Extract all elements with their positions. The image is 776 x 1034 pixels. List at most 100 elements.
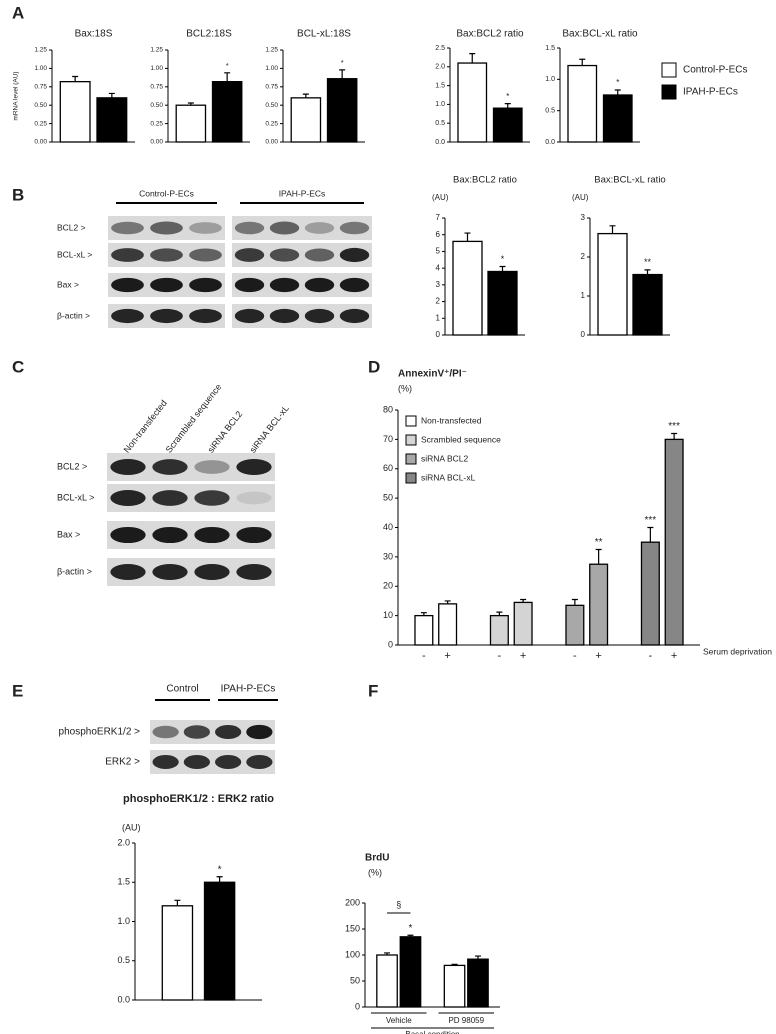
blot-row-label: Bax > bbox=[57, 279, 79, 289]
y-tick-label: 0.0 bbox=[545, 139, 555, 146]
x-axis-label: Basal condition bbox=[405, 1030, 459, 1034]
blot-band bbox=[215, 755, 242, 769]
x-tick-label: + bbox=[520, 650, 526, 662]
error-bar bbox=[595, 548, 602, 565]
bar bbox=[565, 604, 585, 646]
blot-header: IPAH-P-ECs bbox=[221, 684, 276, 695]
bar bbox=[467, 958, 489, 1008]
y-tick-label: 2 bbox=[581, 252, 586, 261]
significance-mark: *** bbox=[645, 515, 657, 526]
error-bar bbox=[108, 92, 115, 98]
y-tick-label: 60 bbox=[383, 463, 393, 473]
panel-label: A bbox=[12, 3, 24, 22]
y-tick-label: 0.75 bbox=[265, 84, 278, 91]
bar bbox=[59, 80, 91, 143]
blot-band bbox=[189, 222, 222, 234]
blot-band bbox=[246, 755, 273, 769]
x-tick-label: + bbox=[671, 650, 677, 662]
y-tick-label: 70 bbox=[383, 434, 393, 444]
y-tick-label: 1.0 bbox=[435, 101, 445, 108]
significance-mark: * bbox=[616, 78, 619, 87]
bar bbox=[438, 603, 458, 646]
significance-mark: * bbox=[218, 864, 222, 875]
blot-band bbox=[269, 221, 300, 235]
blot-row-label: BCL2 > bbox=[57, 461, 87, 471]
error-bar bbox=[474, 955, 481, 960]
bar bbox=[597, 232, 628, 336]
y-tick-label: 3 bbox=[436, 280, 441, 289]
y-tick-label: 1.00 bbox=[265, 65, 278, 72]
blot-band bbox=[152, 564, 188, 580]
error-bar bbox=[174, 899, 181, 906]
bar bbox=[161, 905, 194, 1001]
y-tick-label: 0.25 bbox=[150, 120, 163, 127]
blot-band bbox=[339, 221, 370, 235]
y-axis-label: (%) bbox=[368, 867, 382, 877]
blot-band bbox=[236, 459, 272, 475]
blot-band bbox=[152, 725, 179, 739]
y-axis-label: (AU) bbox=[432, 193, 449, 202]
blot-row-label: BCL-xL > bbox=[57, 492, 94, 502]
panel-label: E bbox=[12, 681, 23, 700]
x-tick-label: + bbox=[595, 650, 601, 662]
y-tick-label: 1.0 bbox=[545, 76, 555, 83]
chart-title: Bax:BCL2 ratio bbox=[453, 175, 517, 186]
y-tick-label: 0.5 bbox=[435, 120, 445, 127]
y-tick-label: 0 bbox=[355, 1001, 360, 1011]
y-tick-label: 0.75 bbox=[34, 84, 47, 91]
y-axis-label: mRNA level (AU) bbox=[13, 71, 20, 120]
x-tick-label: - bbox=[649, 650, 653, 662]
blot-header: Non-transfected bbox=[122, 398, 169, 455]
error-bar bbox=[504, 103, 511, 109]
error-bar bbox=[216, 876, 223, 883]
bar bbox=[457, 62, 488, 143]
y-tick-label: 150 bbox=[345, 923, 360, 933]
y-tick-label: 0 bbox=[581, 330, 586, 339]
bar bbox=[211, 80, 243, 143]
bar bbox=[589, 563, 609, 646]
legend-label: Scrambled sequence bbox=[421, 434, 501, 444]
y-tick-label: 0.50 bbox=[265, 102, 278, 109]
bar bbox=[492, 107, 523, 143]
blot-band bbox=[110, 564, 146, 580]
blot-band bbox=[236, 564, 272, 580]
blot-header: Control bbox=[166, 684, 198, 695]
blot-band bbox=[304, 248, 335, 262]
y-tick-label: 2.5 bbox=[435, 45, 445, 52]
blot-band bbox=[339, 247, 370, 263]
blot-band bbox=[234, 308, 265, 324]
blot-band bbox=[236, 526, 272, 544]
significance-mark: * bbox=[341, 58, 344, 67]
y-tick-label: 1 bbox=[436, 313, 441, 322]
y-tick-label: 0.00 bbox=[34, 139, 47, 146]
y-tick-label: 0.75 bbox=[150, 84, 163, 91]
error-bar bbox=[499, 265, 506, 272]
blot-row-label: phosphoERK1/2 > bbox=[59, 727, 141, 738]
y-tick-label: 0.0 bbox=[117, 994, 130, 1004]
error-bar bbox=[224, 72, 231, 82]
chart-title: BrdU bbox=[365, 853, 389, 864]
blot-band bbox=[215, 725, 242, 739]
chart-title: Bax:BCL2 ratio bbox=[456, 29, 524, 40]
x-axis-label: Serum deprivation bbox=[703, 646, 772, 656]
error-bar bbox=[464, 232, 471, 242]
blot-band bbox=[189, 277, 222, 293]
y-tick-label: 1.00 bbox=[150, 65, 163, 72]
blot-header: Control-P-ECs bbox=[139, 188, 194, 198]
x-tick-label: + bbox=[444, 650, 450, 662]
chart-title: AnnexinV⁺/PI⁻ bbox=[398, 369, 467, 380]
y-tick-label: 3 bbox=[581, 213, 586, 222]
blot-band bbox=[189, 308, 222, 324]
legend-label: IPAH-P-ECs bbox=[683, 87, 738, 98]
error-bar bbox=[339, 69, 346, 79]
y-tick-label: 2.0 bbox=[435, 64, 445, 71]
blot-row-label: β-actin > bbox=[57, 310, 90, 320]
bar bbox=[640, 541, 660, 646]
legend-label: siRNA BCL-xL bbox=[421, 472, 476, 482]
blot-row-label: ERK2 > bbox=[105, 757, 140, 768]
x-tick-label: PD 98059 bbox=[448, 1016, 484, 1025]
y-tick-label: 0.0 bbox=[435, 139, 445, 146]
bar bbox=[602, 94, 633, 143]
blot-band bbox=[304, 308, 335, 324]
blot-row-label: Bax > bbox=[57, 529, 80, 539]
